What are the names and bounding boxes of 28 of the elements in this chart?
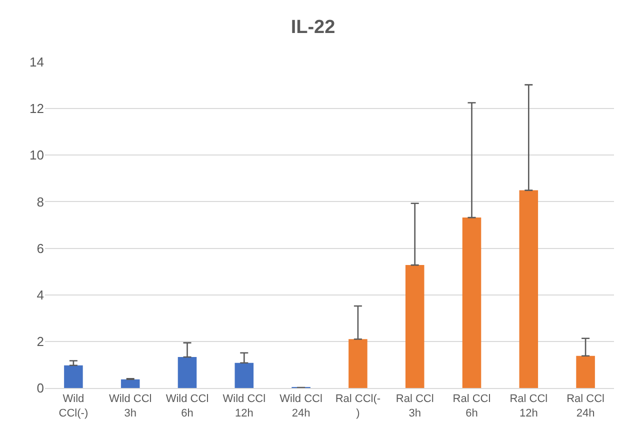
x-tick-label: Ral CCl 24h [566, 393, 605, 420]
chart-title: IL-22 [290, 16, 336, 38]
bar [462, 218, 482, 388]
bar [519, 190, 538, 388]
x-tick-label: Wild CCl(-) [58, 393, 88, 420]
bar [234, 362, 254, 388]
bar [120, 379, 140, 388]
bar [405, 265, 424, 388]
y-tick-label: 14 [30, 54, 44, 70]
bar [348, 339, 368, 388]
x-tick-label: Wild CCl 3h [108, 393, 152, 420]
y-tick-label: 2 [36, 334, 44, 349]
bar [178, 357, 197, 388]
x-tick-label: Ral CCl 12h [510, 393, 548, 420]
x-tick-label: Ral CCl 6h [452, 393, 491, 420]
x-tick-label: Wild CCl 24h [280, 393, 322, 420]
x-tick-label: Ral CCl 3h [396, 393, 434, 420]
y-tick-label: 4 [36, 287, 44, 302]
y-tick-label: 12 [30, 101, 44, 116]
bar [64, 365, 83, 388]
bar [576, 356, 595, 388]
x-tick-label: Wild CCl 6h [166, 393, 209, 420]
x-tick-label: Ral CCl(- ) [335, 393, 381, 420]
y-tick-label: 10 [30, 148, 44, 163]
y-tick-label: 0 [36, 380, 44, 396]
x-tick-label: Wild CCl 12h [222, 393, 266, 420]
y-tick-label: 8 [36, 194, 44, 210]
y-tick-label: 6 [36, 240, 44, 256]
